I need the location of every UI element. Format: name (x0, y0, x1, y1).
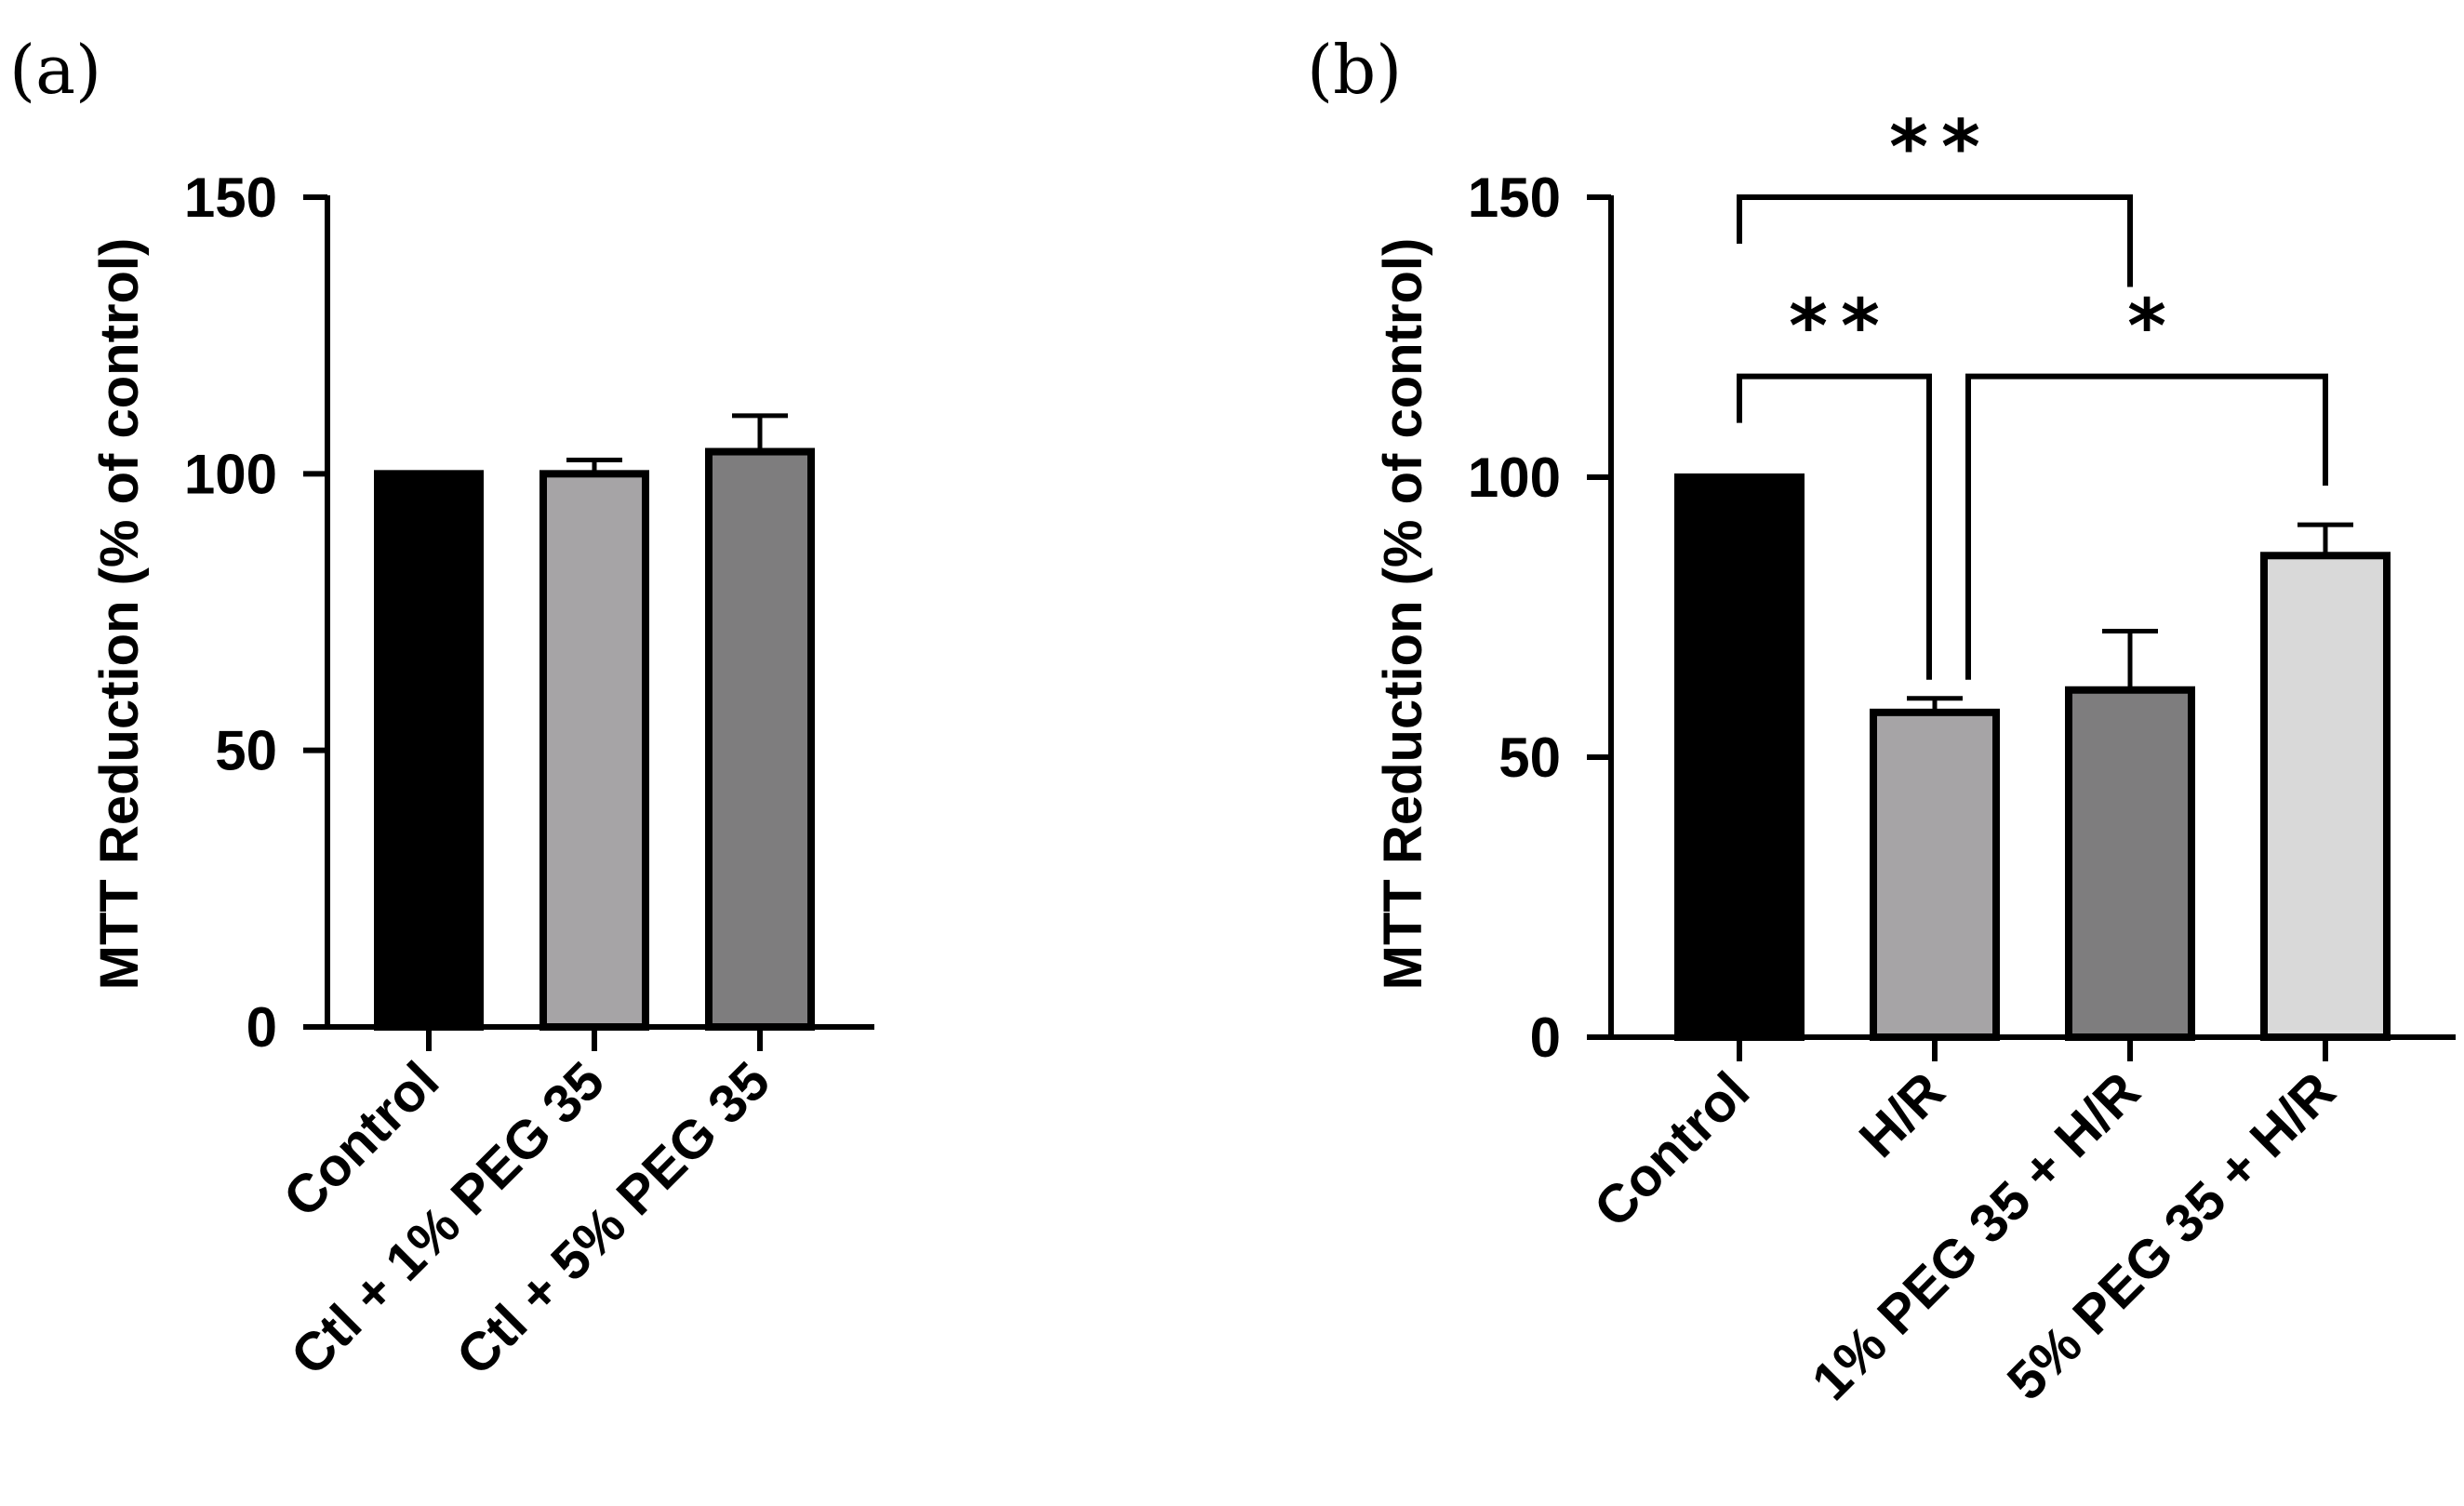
bar (539, 470, 649, 1032)
category-label: 5% PEG 35 + H/R (1996, 1060, 2348, 1412)
significance-label: ** (1889, 104, 1993, 191)
bar (2260, 552, 2391, 1041)
chart-panel-b: (b) 0 50 100 150 MTT Reduction (% of contro… (1307, 31, 2456, 1412)
y-tick-label: 150 (1468, 167, 1561, 229)
y-axis-title-b: MTT Reduction (% of control) (1373, 238, 1433, 991)
bar (374, 470, 484, 1032)
axes-a: 0 50 100 150 (184, 167, 874, 1059)
y-tick-label: 0 (246, 996, 277, 1059)
bar-group-b (1674, 473, 2391, 1042)
bar-group-a (374, 413, 815, 1032)
significance-label: * (2127, 284, 2179, 370)
bar (1674, 473, 1805, 1041)
y-tick-label: 100 (184, 443, 277, 505)
chart-panel-a: (a) 0 50 100 150 MTT Reduction (% of contro… (9, 31, 874, 1387)
bar (1870, 708, 2000, 1042)
category-label: 1% PEG 35 + H/R (1801, 1060, 2152, 1412)
category-labels-b: Control H/R1% PEG 35 + H/R5% PEG 35 + H/R (1582, 1060, 2347, 1412)
y-tick-label: 0 (1530, 1006, 1561, 1069)
y-tick-label: 150 (184, 167, 277, 229)
y-axis-title-a: MTT Reduction (% of control) (89, 238, 150, 991)
category-label: Ctl + 1% PEG 35 (280, 1050, 617, 1387)
category-label: Ctl + 5% PEG 35 (446, 1050, 782, 1387)
significance-label: ** (1789, 284, 1893, 370)
panel-label-b: (b) (1307, 31, 1402, 109)
axes-b: 0 50 100 150 (1468, 167, 2456, 1069)
y-tick-label: 100 (1468, 446, 1561, 509)
category-label: Control (1582, 1060, 1761, 1239)
significance-bracket (1737, 373, 1932, 680)
significance-b: **** * (1737, 104, 2328, 680)
significance-bracket (1737, 194, 2133, 287)
panel-label-a: (a) (9, 31, 101, 109)
y-tick-label: 50 (215, 720, 277, 782)
bar (2065, 686, 2195, 1041)
significance-bracket (1965, 373, 2328, 680)
bar (705, 447, 815, 1031)
category-label: H/R (1848, 1060, 1957, 1169)
y-tick-label: 50 (1498, 726, 1561, 789)
